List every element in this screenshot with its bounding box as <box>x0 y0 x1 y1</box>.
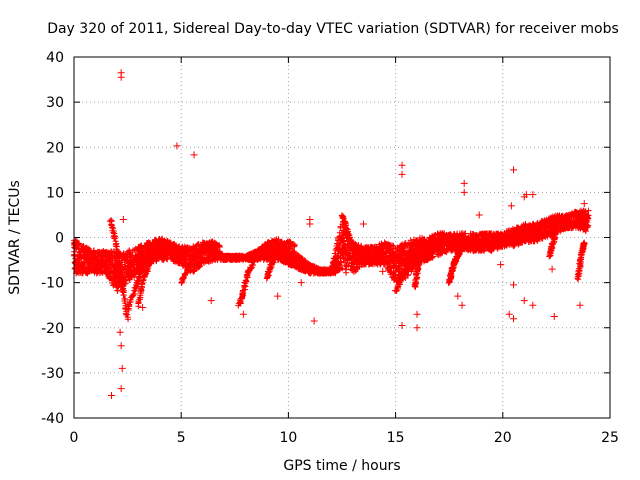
outlier-point <box>520 193 528 201</box>
y-tick-label: 0 <box>55 231 64 247</box>
trail-points <box>235 238 283 309</box>
outlier-point <box>505 310 513 318</box>
outlier-point <box>460 188 468 196</box>
outlier-point <box>529 191 537 199</box>
outlier-point <box>239 310 247 318</box>
trail-points <box>106 217 132 323</box>
trail-points <box>445 238 468 286</box>
y-axis-label: SDTVAR / TECUs <box>7 180 23 295</box>
outlier-point <box>550 312 558 320</box>
y-axis-tick-labels: -40 -30 -20 -10 0 10 20 30 40 <box>41 50 64 427</box>
trail-points <box>391 238 426 294</box>
outlier-point <box>359 220 367 228</box>
y-tick-label: -30 <box>41 366 64 382</box>
outlier-point <box>173 142 181 150</box>
outlier-point <box>454 292 462 300</box>
outlier-point <box>117 342 125 350</box>
outlier-point <box>117 385 125 393</box>
outlier-point <box>413 310 421 318</box>
outlier-point <box>580 200 588 208</box>
outlier-point <box>306 220 314 228</box>
trail-points <box>338 212 369 265</box>
outlier-point <box>297 279 305 287</box>
outlier-point <box>475 211 483 219</box>
x-tick-label: 5 <box>177 430 186 446</box>
outlier-point <box>398 161 406 169</box>
outlier-point <box>460 179 468 187</box>
outlier-point <box>576 301 584 309</box>
outlier-point <box>497 261 505 269</box>
outlier-point <box>108 391 116 399</box>
chart-title: Day 320 of 2011, Sidereal Day-to-day VTE… <box>47 21 619 37</box>
outlier-point <box>510 281 518 289</box>
outlier-point <box>458 301 466 309</box>
outlier-point <box>510 166 518 174</box>
y-tick-label: 10 <box>46 185 64 201</box>
x-tick-label: 15 <box>387 430 405 446</box>
outlier-point <box>529 301 537 309</box>
trail-points <box>546 225 560 260</box>
outlier-point <box>116 328 124 336</box>
outlier-point <box>379 267 387 275</box>
axis-ticks <box>73 56 611 419</box>
data-points <box>71 69 592 399</box>
trail-points <box>263 238 298 282</box>
outlier-point <box>413 324 421 332</box>
y-tick-label: -20 <box>41 321 64 337</box>
outlier-point <box>207 297 215 305</box>
outlier-point <box>119 215 127 223</box>
outlier-point <box>548 265 556 273</box>
x-axis-label: GPS time / hours <box>283 458 400 474</box>
x-tick-label: 20 <box>494 430 512 446</box>
y-tick-label: -10 <box>41 276 64 292</box>
outlier-point <box>274 292 282 300</box>
trail-points <box>178 238 223 287</box>
x-tick-label: 25 <box>601 430 619 446</box>
outlier-point <box>507 202 515 210</box>
x-tick-label: 0 <box>70 430 79 446</box>
y-tick-label: 30 <box>46 95 64 111</box>
outlier-point <box>118 364 126 372</box>
outlier-point <box>190 151 198 159</box>
outlier-point <box>117 73 125 81</box>
y-tick-label: 40 <box>46 50 64 66</box>
outlier-point <box>510 315 518 323</box>
outlier-point <box>139 303 147 311</box>
outlier-point <box>310 317 318 325</box>
outlier-point <box>398 170 406 178</box>
trail-points <box>574 239 588 283</box>
y-tick-label: 20 <box>46 140 64 156</box>
y-tick-label: -40 <box>41 411 64 427</box>
x-axis-tick-labels: 0 5 10 15 20 25 <box>70 430 619 446</box>
trail-points <box>135 238 166 310</box>
trail-points <box>411 248 425 291</box>
outlier-point <box>398 321 406 329</box>
x-tick-label: 10 <box>279 430 297 446</box>
dense-band-points <box>71 207 592 294</box>
outlier-point <box>520 297 528 305</box>
